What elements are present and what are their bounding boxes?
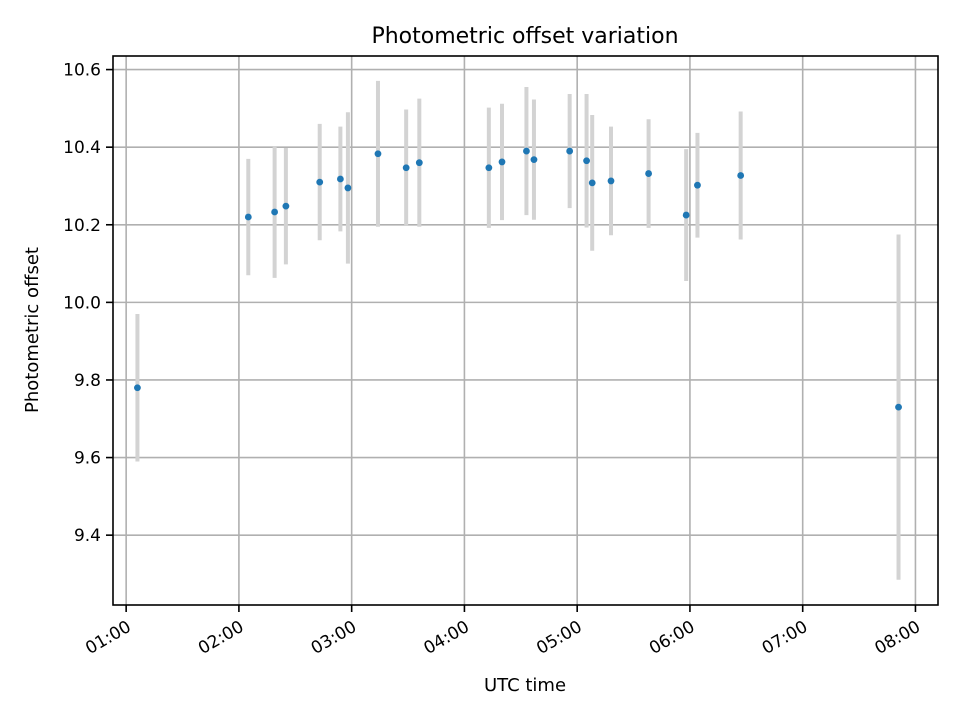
data-point [271, 208, 279, 216]
x-axis-label: UTC time [484, 675, 566, 696]
data-point [583, 157, 590, 165]
data-point [344, 184, 352, 192]
y-tick-label: 9.4 [74, 526, 101, 546]
data-point [316, 178, 324, 186]
data-point [682, 211, 690, 219]
y-tick-label: 10.0 [63, 293, 101, 313]
data-point [694, 181, 701, 189]
data-point [607, 177, 615, 185]
data-point [523, 147, 530, 155]
data-point [336, 175, 344, 183]
y-tick-label: 10.2 [63, 216, 101, 236]
data-points [134, 147, 902, 411]
data-point [134, 384, 141, 392]
data-point [645, 170, 652, 177]
data-point [402, 164, 410, 172]
y-axis-ticks: 9.4 9.6 9.8 10.0 10.2 10.4 10.6 [63, 61, 113, 546]
data-point [588, 179, 596, 187]
data-point [485, 164, 493, 172]
chart-title: Photometric offset variation [371, 24, 678, 49]
data-point [895, 403, 902, 411]
y-tick-label: 10.6 [63, 61, 101, 81]
data-point [737, 172, 745, 179]
y-axis-label: Photometric offset [22, 247, 43, 413]
data-point [374, 150, 382, 158]
plot-area-frame [112, 55, 939, 606]
data-point [498, 158, 506, 166]
y-tick-label: 10.4 [63, 138, 101, 158]
y-tick-label: 9.6 [74, 449, 101, 469]
y-tick-label: 9.8 [74, 371, 101, 391]
data-point [530, 156, 538, 163]
data-point [244, 213, 252, 221]
data-point [282, 202, 290, 210]
data-point [566, 147, 574, 155]
data-point [415, 159, 423, 167]
